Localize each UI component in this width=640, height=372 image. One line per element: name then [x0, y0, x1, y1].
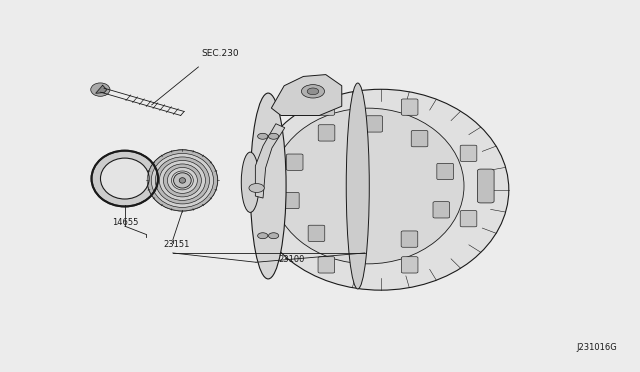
Polygon shape: [96, 85, 107, 93]
FancyBboxPatch shape: [366, 116, 383, 132]
FancyBboxPatch shape: [308, 225, 324, 241]
FancyBboxPatch shape: [401, 99, 418, 115]
Ellipse shape: [179, 178, 186, 183]
Ellipse shape: [272, 108, 464, 264]
Ellipse shape: [147, 150, 218, 211]
FancyBboxPatch shape: [318, 125, 335, 141]
Ellipse shape: [241, 152, 259, 212]
FancyBboxPatch shape: [286, 154, 303, 170]
Polygon shape: [92, 151, 158, 206]
Text: 14655: 14655: [112, 218, 138, 227]
FancyBboxPatch shape: [259, 145, 276, 161]
FancyBboxPatch shape: [433, 202, 450, 218]
Circle shape: [268, 133, 278, 139]
Circle shape: [268, 233, 278, 239]
Ellipse shape: [173, 173, 191, 188]
FancyBboxPatch shape: [477, 169, 494, 203]
FancyBboxPatch shape: [401, 257, 418, 273]
Circle shape: [249, 183, 264, 192]
Ellipse shape: [91, 83, 110, 96]
Ellipse shape: [253, 89, 509, 290]
Circle shape: [307, 88, 319, 95]
Ellipse shape: [100, 158, 149, 199]
FancyBboxPatch shape: [437, 163, 454, 180]
FancyBboxPatch shape: [460, 211, 477, 227]
Circle shape: [258, 133, 268, 139]
Text: 23100: 23100: [278, 255, 305, 264]
FancyBboxPatch shape: [460, 145, 477, 161]
Ellipse shape: [250, 93, 286, 279]
Text: SEC.230: SEC.230: [202, 49, 239, 58]
FancyBboxPatch shape: [259, 211, 276, 227]
Circle shape: [258, 233, 268, 239]
Circle shape: [301, 84, 324, 98]
Polygon shape: [163, 164, 202, 197]
Polygon shape: [271, 74, 342, 115]
FancyBboxPatch shape: [318, 257, 335, 273]
FancyBboxPatch shape: [282, 192, 299, 209]
Polygon shape: [156, 157, 209, 204]
FancyBboxPatch shape: [401, 231, 418, 247]
FancyBboxPatch shape: [412, 131, 428, 147]
Ellipse shape: [346, 83, 369, 289]
FancyBboxPatch shape: [318, 99, 335, 115]
Polygon shape: [255, 124, 285, 198]
Text: J231016G: J231016G: [577, 343, 618, 352]
Text: 23151: 23151: [163, 240, 189, 249]
Polygon shape: [147, 150, 218, 211]
